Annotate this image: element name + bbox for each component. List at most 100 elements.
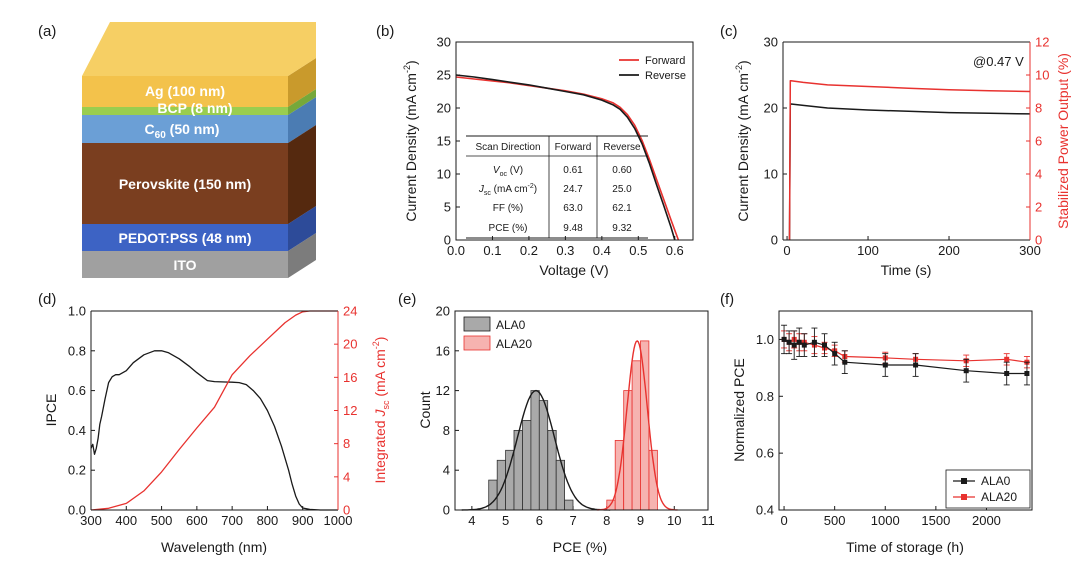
chart-e-plot [461,340,678,511]
y-tick-label: 0.8 [756,389,774,404]
x-tick-label: 500 [151,513,173,528]
y-tick-label: 16 [436,343,450,358]
data-point-ala0 [791,342,797,348]
table-header-scan: Scan Direction [475,142,540,153]
data-point-ala0 [842,359,848,365]
panel-label-e: (e) [398,291,416,308]
bcp-layer-right [288,89,316,115]
ag-layer-front [82,76,288,107]
y2-sub: sc [381,400,391,410]
data-point-ala0 [913,362,919,368]
integrated-jsc-curve [90,310,338,511]
y2-tick-label: 4 [1035,167,1042,182]
table-row-jsc-forward: 24.7 [563,184,583,195]
y2-tick-label: 6 [1035,134,1042,149]
chart-c-ylabel: Current Density (mA cm-2) [734,60,751,221]
y-tick-label: 0 [444,233,451,248]
x-tick-label: 0.2 [520,243,538,258]
x-tick-label: 4 [468,513,475,528]
y2-tick-label: 12 [343,403,357,418]
panel-label-c: (c) [720,23,738,40]
y2-tick-label: 20 [343,337,357,352]
table-row-pce-label: PCE (%) [489,223,528,234]
y2-tick-label: 10 [1035,68,1049,83]
x-tick-label: 0 [783,243,790,258]
y-tick-label: 15 [437,134,451,149]
x-tick-label: 800 [257,513,279,528]
y2-tick-label: 12 [1035,35,1049,50]
y-tick-label: 0.4 [756,503,774,518]
bcp-label: BCP (8 nm) [157,100,232,116]
jsc-m1: J [478,184,485,195]
jsc-m2: (mA cm [491,184,528,195]
chart-d: 300 400 500 600 700 800 900 1000 0.0 0.2 0.4 0.6 0.8… [43,304,391,556]
chart-d-plot [90,310,338,511]
y2-tick-label: 8 [343,436,350,451]
y2-mid: (mA cm [372,349,388,400]
y-tick-label: 0.8 [68,343,86,358]
y2-tick-label: 24 [343,304,357,319]
c60-layer-right [288,97,316,143]
jv-curve-reverse [455,74,676,241]
jsc-m3: ) [534,184,537,195]
histogram-bar-ala20 [631,360,641,511]
chart-b-legend: Forward Reverse [619,55,686,82]
data-point-ala20 [1004,356,1010,362]
y2-sup: -2 [371,341,381,349]
x-tick-label: 1500 [921,513,950,528]
legend-reverse-label: Reverse [645,70,686,82]
data-point-ala0 [1004,371,1010,376]
data-point-ala0 [963,368,969,374]
chart-f-ylabel: Normalized PCE [731,358,747,461]
data-point-ala0 [801,342,807,348]
panel-label-d: (d) [38,291,56,308]
table-header-forward: Forward [555,142,592,153]
histogram-bar-ala20 [623,390,633,511]
c60-layer-front [82,115,288,143]
chart-d-y2label: Integrated Jsc (mA cm-2) [371,337,391,484]
x-tick-label: 200 [938,243,960,258]
y-tick-label: 20 [764,101,778,116]
histogram-bar-ala0 [522,419,532,511]
x-tick-label: 7 [569,513,576,528]
y2-tick-label: 2 [1035,200,1042,215]
x-tick-label: 0.5 [629,243,647,258]
current-curve [788,103,1031,241]
histogram-bar-ala0 [513,429,523,511]
legend-ala0-marker [961,478,967,484]
panel-label-a: (a) [38,23,56,40]
data-point-ala0 [882,362,888,368]
pedot-layer-right [288,206,316,251]
ito-layer-front [82,251,288,278]
table-row-pce-forward: 9.48 [563,223,583,234]
x-tick-label: 900 [292,513,314,528]
stability-line-ala20 [783,338,1027,363]
x-tick-label: 9 [637,513,644,528]
chart-f-xlabel: Time of storage (h) [846,539,964,555]
y-tick-label: 30 [764,35,778,50]
chart-b-table: Scan Direction Forward Reverse Voc (V) 0… [466,135,648,239]
jv-curve-forward [455,76,680,241]
ito-layer-right [288,233,316,278]
legend-ala0-swatch [463,316,491,332]
y-tick-label: 4 [443,463,450,478]
table-row-voc-label: Voc (V) [493,165,523,178]
ito-label: ITO [173,257,196,273]
y-tick-label: 10 [437,167,451,182]
chart-f-legend: ALA0 ALA20 [945,469,1031,509]
x-tick-label: 2000 [972,513,1001,528]
legend-ala20-swatch [463,335,491,351]
chart-d-ylabel: IPCE [43,394,59,427]
y-tick-label: 10 [764,167,778,182]
data-point-ala0 [1024,371,1030,376]
chart-b-frame [455,41,694,241]
chart-c-plot [788,80,1031,241]
y-tick-label: 0.6 [68,383,86,398]
ipce-curve [90,350,338,511]
y-tick-label: 25 [437,68,451,83]
data-point-ala0 [781,336,787,342]
x-tick-label: 100 [857,243,879,258]
chart-e-frame [454,310,709,511]
histogram-bar-ala0 [538,400,549,511]
